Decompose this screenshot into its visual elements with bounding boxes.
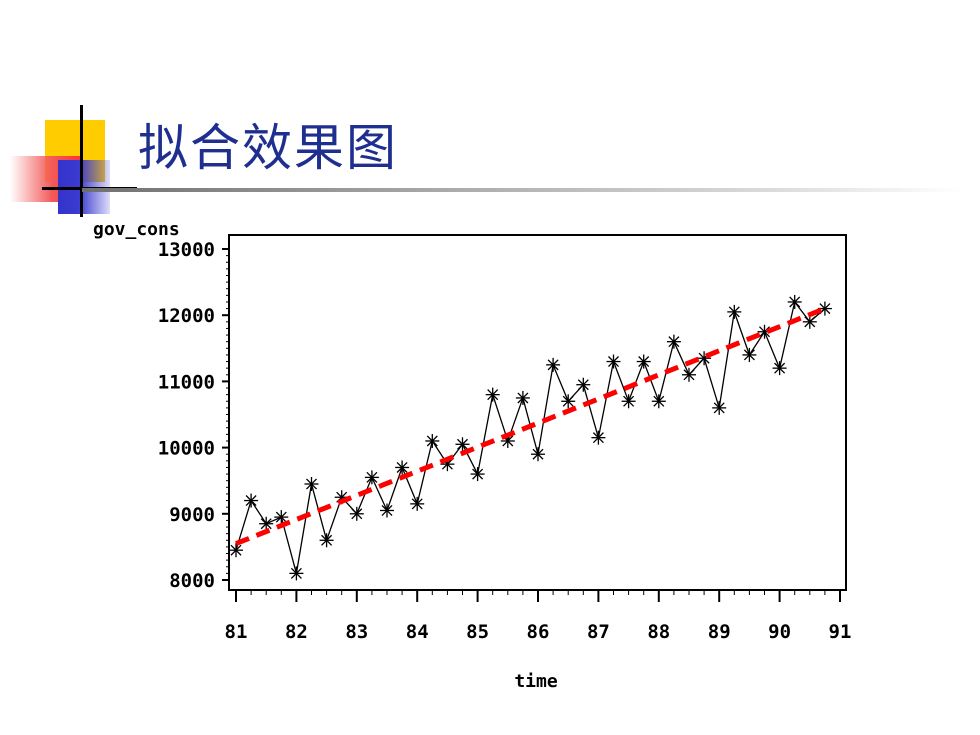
- y-tick-label: 8000: [169, 570, 215, 592]
- star-marker: [727, 304, 742, 319]
- star-marker: [470, 467, 485, 482]
- y-tick-label: 12000: [158, 305, 215, 327]
- star-marker: [395, 460, 410, 475]
- x-tick-label: 91: [829, 621, 852, 643]
- series-layer: [229, 294, 832, 581]
- star-marker: [666, 334, 681, 349]
- star-marker: [244, 493, 259, 508]
- star-marker: [682, 367, 696, 382]
- star-marker: [787, 294, 802, 309]
- y-axis: 8000 9000 10000 11000 12000 13000: [158, 239, 229, 592]
- title-underline: [82, 188, 962, 192]
- y-axis-label: gov_cons: [93, 219, 180, 240]
- x-tick-label: 83: [345, 621, 368, 643]
- x-tick-label: 82: [285, 621, 308, 643]
- star-marker: [712, 400, 727, 415]
- star-marker: [515, 390, 530, 405]
- y-tick-label: 13000: [158, 239, 215, 261]
- star-marker: [364, 470, 379, 485]
- star-marker: [606, 354, 621, 369]
- star-marker: [274, 510, 289, 525]
- star-marker: [380, 503, 394, 518]
- x-tick-label: 84: [406, 621, 429, 643]
- star-marker: [546, 357, 561, 372]
- star-marker: [349, 506, 364, 521]
- star-marker: [485, 387, 500, 402]
- x-tick-label: 81: [225, 621, 248, 643]
- x-tick-label: 90: [768, 621, 791, 643]
- fitted-trend-line: [235, 306, 826, 546]
- y-tick-label: 9000: [169, 504, 215, 526]
- star-marker: [259, 516, 274, 531]
- star-marker: [425, 433, 440, 448]
- star-marker: [651, 394, 666, 409]
- star-marker: [304, 477, 319, 492]
- star-marker: [455, 437, 470, 452]
- x-tick-label: 87: [587, 621, 610, 643]
- star-marker: [576, 377, 591, 392]
- x-tick-label: 86: [527, 621, 550, 643]
- x-tick-label: 89: [708, 621, 731, 643]
- star-marker: [410, 496, 425, 511]
- star-marker: [697, 351, 712, 366]
- star-marker: [531, 447, 545, 462]
- star-marker: [742, 347, 757, 362]
- x-tick-label: 85: [466, 621, 489, 643]
- y-tick-label: 10000: [158, 438, 215, 460]
- decor-vertical-line: [80, 105, 83, 217]
- x-axis: 81 82 83 84 85 86 87 88 89 90 91: [225, 590, 852, 643]
- x-tick-label: 88: [647, 621, 670, 643]
- star-marker: [319, 533, 334, 548]
- star-marker: [621, 394, 636, 409]
- star-marker: [289, 566, 304, 581]
- slide-title: 拟合效果图: [138, 119, 398, 177]
- plot-frame: [228, 234, 847, 591]
- star-marker: [229, 543, 243, 558]
- x-axis-label: time: [514, 671, 558, 692]
- star-marker: [636, 354, 651, 369]
- star-marker: [561, 394, 576, 409]
- star-marker: [591, 430, 606, 445]
- y-tick-label: 11000: [158, 371, 215, 393]
- star-marker: [772, 361, 787, 376]
